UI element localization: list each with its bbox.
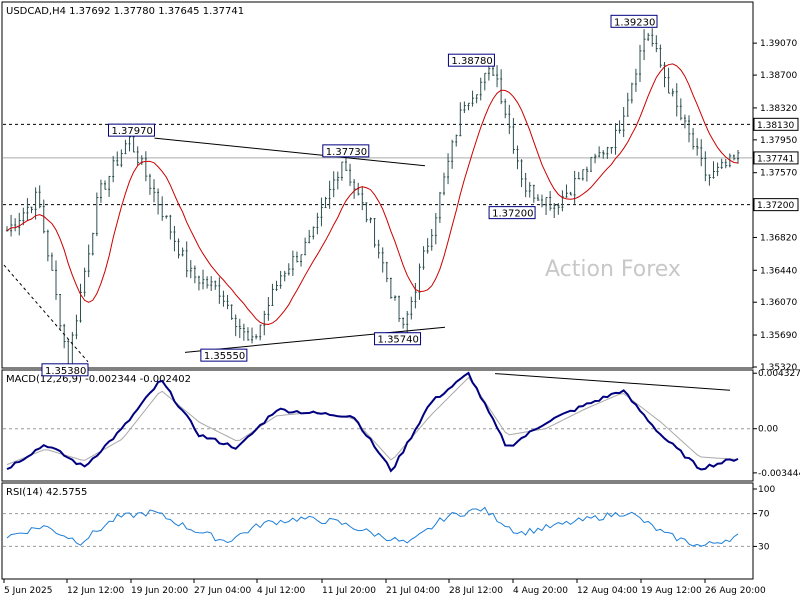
macd-line <box>6 371 739 473</box>
price-level-badge <box>753 198 799 212</box>
rsi-axis-label: 70 <box>758 510 770 520</box>
price-level-badge <box>753 151 799 165</box>
macd-header: MACD(12,26,9) -0.002344 -0.002402 <box>6 374 191 385</box>
price-axis-label: 1.35690 <box>760 331 797 341</box>
time-axis-label: 12 Jun 12:00 <box>67 586 124 596</box>
price-axis-label: 1.37950 <box>760 136 797 146</box>
support-trendline <box>184 326 446 353</box>
price-level-badge-text: 1.38130 <box>757 121 794 131</box>
rsi-axis-label: 100 <box>758 485 775 495</box>
time-axis-label: 28 Jul 12:00 <box>449 586 503 596</box>
time-axis-label: 12 Aug 04:00 <box>577 586 638 596</box>
resistance-trendline <box>154 137 426 167</box>
candlestick-series <box>6 28 740 374</box>
watermark-text: Action Forex <box>545 257 681 282</box>
price-axis-label: 1.38700 <box>760 71 797 81</box>
time-axis-label: 21 Jul 04:00 <box>386 586 440 596</box>
price-axis-label: 1.38320 <box>760 104 797 114</box>
swing-label-box <box>447 53 495 67</box>
swing-label-text: 1.39230 <box>614 17 655 28</box>
signal-line <box>6 376 739 466</box>
price-level-badge <box>753 117 799 131</box>
swing-label-text: 1.35740 <box>378 335 419 346</box>
macd-axis-label: 0.004327 <box>758 369 800 379</box>
price-panel-frame <box>1 1 754 369</box>
swing-label-text: 1.37200 <box>492 209 533 220</box>
trendlines <box>3 137 446 363</box>
time-axis-label: 19 Aug 12:00 <box>641 586 702 596</box>
price-axis-label: 1.39070 <box>760 39 797 49</box>
macd-axis: 0.004327 0.00 -0.003444 <box>753 369 800 479</box>
swing-label-text: 1.35550 <box>204 351 245 362</box>
channel-dashed-line <box>3 264 89 363</box>
moving-average-line <box>6 63 739 325</box>
price-level-badge-text: 1.37200 <box>757 201 794 211</box>
time-axis: 5 Jun 2025 12 Jun 12:00 19 Jun 20:00 27 Jun… <box>3 579 766 596</box>
rsi-axis-label: 30 <box>758 542 770 552</box>
macd-axis-label: 0.00 <box>758 425 778 435</box>
swing-label-box <box>200 348 248 362</box>
symbol-header: USDCAD,H4 1.37692 1.37780 1.37645 1.3774… <box>6 6 244 17</box>
swing-label-text: 1.35380 <box>45 366 86 377</box>
rsi-line <box>6 506 739 547</box>
moving-average-path <box>6 63 739 325</box>
time-axis-label: 11 Jul 20:00 <box>322 586 376 596</box>
macd-panel-frame <box>1 369 754 482</box>
rsi-header: RSI(14) 42.5755 <box>6 487 87 498</box>
macd-divergence-line <box>494 373 731 391</box>
time-axis-label: 27 Jun 04:00 <box>194 586 251 596</box>
macd-axis-label: -0.003444 <box>758 469 800 479</box>
price-axis-label: 1.36440 <box>760 266 797 276</box>
swing-label-box <box>322 144 370 158</box>
swing-label-text: 1.38780 <box>451 56 492 67</box>
swing-label-box <box>107 123 155 137</box>
horizontal-levels <box>3 123 752 206</box>
macd-series <box>3 371 752 473</box>
rsi-series <box>3 506 752 547</box>
price-axis-label: 1.36820 <box>760 233 797 243</box>
swing-label-box <box>41 363 89 377</box>
time-axis-label: 26 Aug 20:00 <box>705 586 766 596</box>
time-axis-label: 4 Jul 12:00 <box>257 586 306 596</box>
time-axis-label: 5 Jun 2025 <box>4 586 52 596</box>
price-level-badge-text: 1.37741 <box>757 154 794 164</box>
swing-labels: 1.35380 1.37970 1.35550 1.37730 1.35740 1.387… <box>41 14 658 377</box>
swing-label-box <box>374 332 422 346</box>
price-axis: 1.39070 1.38700 1.38320 1.37950 1.37570 1.372… <box>753 39 799 373</box>
price-axis-label: 1.36070 <box>760 298 797 308</box>
rsi-panel-frame <box>1 482 754 580</box>
swing-label-box <box>488 206 536 220</box>
price-axis-label: 1.37570 <box>760 169 797 179</box>
swing-label-box <box>610 14 658 28</box>
price-axis-label: 1.35320 <box>760 363 797 373</box>
swing-label-text: 1.37730 <box>326 147 367 158</box>
time-axis-label: 19 Jun 20:00 <box>131 586 188 596</box>
rsi-axis: 100 70 30 <box>753 485 775 552</box>
time-axis-label: 4 Aug 20:00 <box>513 586 568 596</box>
swing-label-text: 1.37970 <box>111 126 152 137</box>
